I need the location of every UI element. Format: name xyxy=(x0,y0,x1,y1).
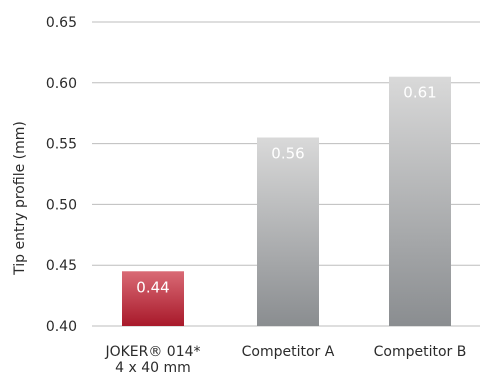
bar xyxy=(389,76,451,326)
bar-value-label: 0.61 xyxy=(403,84,436,102)
bar xyxy=(122,271,184,326)
y-tick-label: 0.55 xyxy=(46,137,77,153)
bar-value-label: 0.56 xyxy=(271,145,304,163)
y-tick-label: 0.65 xyxy=(46,15,77,31)
y-tick-labels: 0.40 0.45 0.50 0.55 0.60 0.65 xyxy=(46,15,77,335)
category-labels: JOKER® 014*4 x 40 mm Competitor A Competit… xyxy=(104,344,466,376)
bars: 0.44 0.56 0.61 xyxy=(122,76,451,326)
y-tick-label: 0.45 xyxy=(46,258,77,274)
y-tick-label: 0.60 xyxy=(46,76,77,92)
category-label: Competitor A xyxy=(242,344,335,360)
y-axis-label: Tip entry profile (mm) xyxy=(12,121,28,276)
bar xyxy=(257,137,319,326)
category-label: JOKER® 014* xyxy=(104,344,200,360)
category-label: Competitor B xyxy=(374,344,467,360)
category-label-line2: 4 x 40 mm xyxy=(115,360,191,376)
y-tick-label: 0.50 xyxy=(46,197,77,213)
bar-value-label: 0.44 xyxy=(136,278,169,296)
y-tick-label: 0.40 xyxy=(46,319,77,335)
